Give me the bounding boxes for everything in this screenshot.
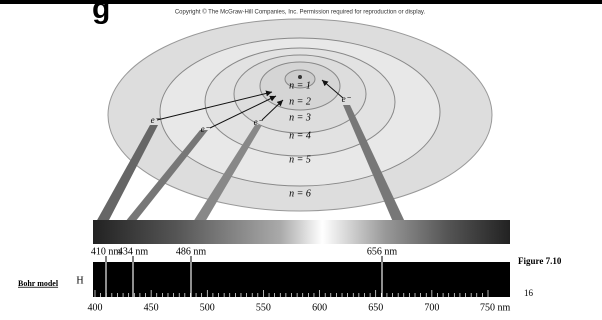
line-label: 410 nm (91, 246, 122, 257)
caption: Bohr model (18, 279, 59, 288)
scale-label: 450 (144, 302, 159, 313)
line-spectrum (93, 262, 510, 297)
orbit-label: n = 1 (289, 80, 311, 91)
scale-label: 600 (312, 302, 327, 313)
element-label: H (76, 275, 83, 286)
page-number: 16 (524, 288, 534, 298)
continuous-spectrum (93, 220, 510, 244)
line-label: 486 nm (176, 246, 207, 257)
title: g (92, 0, 110, 25)
scale-label: 750 nm (480, 302, 511, 313)
nucleus (298, 75, 302, 79)
top-border (0, 0, 602, 4)
copyright: Copyright © The McGraw-Hill Companies, I… (175, 9, 426, 16)
slide: g Copyright © The McGraw-Hill Companies,… (0, 0, 602, 320)
electron-label: e⁻ (254, 117, 264, 127)
orbit-label: n = 5 (289, 154, 311, 165)
line-label: 656 nm (367, 246, 398, 257)
figure-label: Figure 7.10 (518, 256, 562, 266)
orbit-label: n = 3 (289, 112, 311, 123)
electron-label: e⁻ (201, 124, 211, 134)
orbit-label: n = 2 (289, 96, 311, 107)
scale-label: 400 (88, 302, 103, 313)
electron-label: e⁻ (151, 115, 161, 125)
scale-label: 650 (368, 302, 383, 313)
scale-label: 700 (424, 302, 439, 313)
line-label: 434 nm (118, 246, 149, 257)
scale-label: 550 (256, 302, 271, 313)
scale-label: 500 (200, 302, 215, 313)
electron-label: e⁻ (342, 94, 352, 104)
orbit-label: n = 6 (289, 188, 311, 199)
orbit-label: n = 4 (289, 130, 311, 141)
